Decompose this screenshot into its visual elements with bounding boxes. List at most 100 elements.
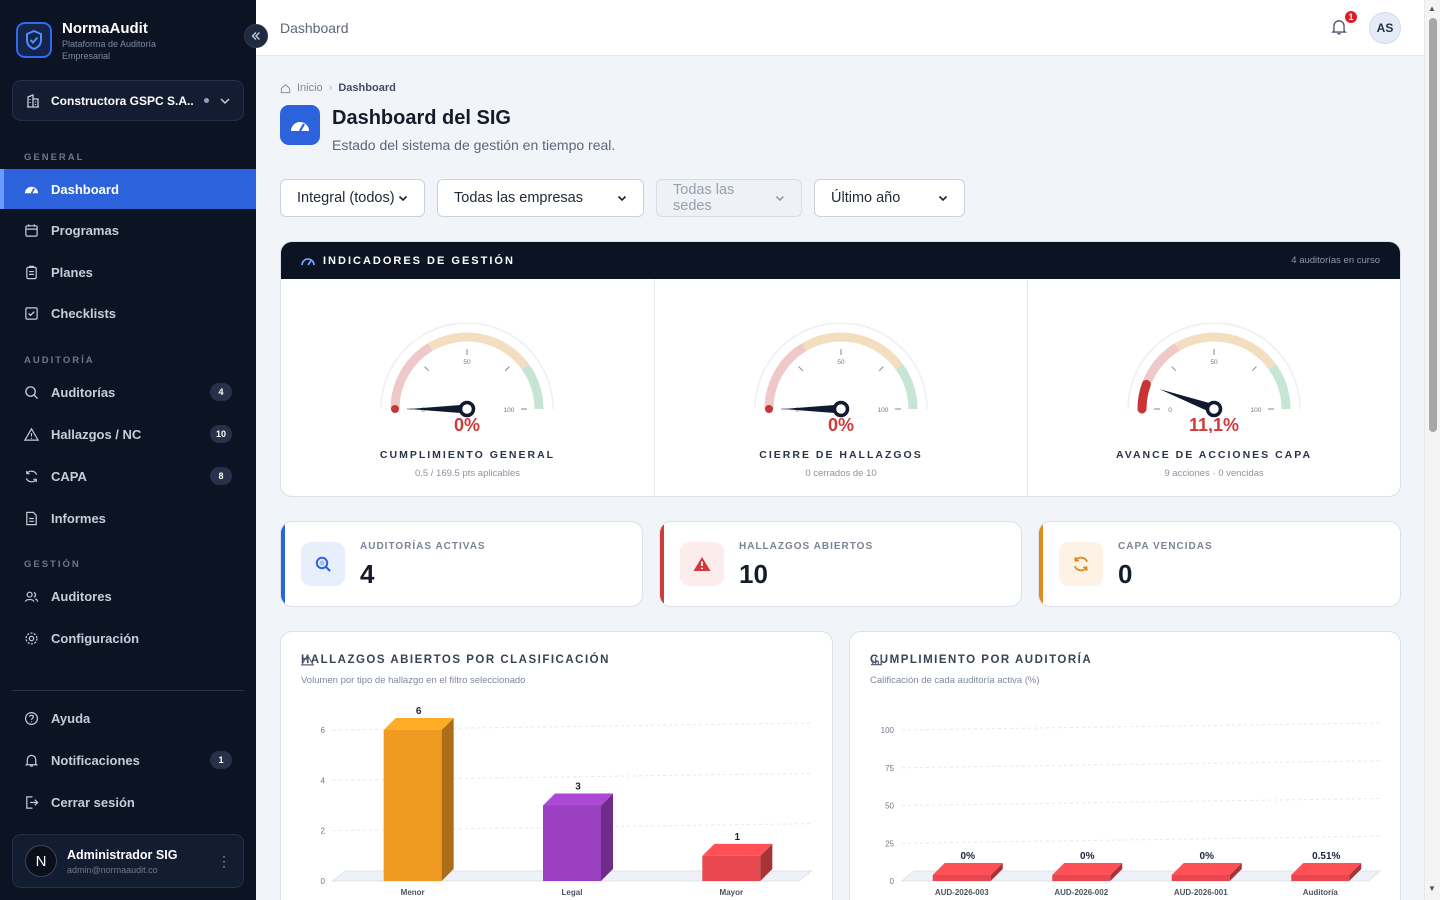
status-dot [204,98,209,103]
data-label: 6 [416,706,422,717]
y-tick-label: 25 [885,839,894,848]
checkbox-icon [25,306,38,320]
gauge-tick-label: 0 [1168,407,1172,414]
gauge-tick-label: 100 [1251,407,1262,414]
gauge-outer-rim [380,323,554,410]
collapse-sidebar-button[interactable] [244,24,268,48]
sidebar-item-hallazgos[interactable]: Hallazgos / NC 10 [0,414,256,454]
gauge-zone-mid [802,332,903,370]
sidebar-item-label: Programas [51,222,119,238]
sidebar-item-label: Hallazgos / NC [51,426,142,442]
y-tick-label: 4 [321,776,326,785]
gauge-tick [1171,366,1177,372]
bar [1052,863,1123,881]
sidebar-item-checklists[interactable]: Checklists [0,293,256,333]
bell-icon [24,754,39,767]
sidebar-item-dashboard[interactable]: Dashboard [0,169,256,209]
sidebar-item-notificaciones[interactable]: Notificaciones 1 [0,740,256,780]
filter-company-select[interactable]: Todas las empresas [437,179,644,217]
bar [1291,863,1362,881]
gauge-zone-low [764,343,807,410]
sidebar-item-programas[interactable]: Programas [0,210,256,250]
filter-period-select[interactable]: Último año [814,179,965,217]
breadcrumb-home[interactable]: Inicio [297,82,323,94]
x-tick-label: Legal [562,888,583,897]
bar [702,843,773,881]
sidebar-item-auditores[interactable]: Auditores [0,576,256,616]
bar-side [760,843,773,881]
select-value: Todas las empresas [454,190,583,206]
kpi-value: 0 [1118,559,1133,589]
home-icon [280,83,291,93]
sidebar-item-cerrar-sesion[interactable]: Cerrar sesión [0,782,256,822]
hallazgos-bar-chart: 0 2 4 6 6 Menor 3 Legal 1 Mayor [321,706,813,897]
bar-front [702,855,761,881]
sidebar-item-capa[interactable]: CAPA 8 [0,456,256,496]
gauge-label: CIERRE DE HALLAZGOS [759,449,923,461]
kpi-hallazgos-abiertos[interactable]: HALLAZGOS ABIERTOS 10 [659,521,1022,607]
y-tick-label: 100 [881,726,895,735]
brand[interactable]: NormaAudit Plataforma de Auditoría Empre… [16,21,182,62]
refresh-icon [25,470,38,482]
gauge-zone-mid [428,332,529,370]
kpi-accent-bar [1039,522,1043,606]
data-label: 0.51% [1312,851,1340,862]
user-card[interactable]: N Administrador SIG admin@normaaudit.co … [12,834,244,888]
bar-side [601,793,613,881]
company-selector[interactable]: Constructora GSPC S.A... [12,80,244,121]
gauge-value: 11,1% [1189,415,1239,433]
sidebar-item-auditorias[interactable]: Auditorías 4 [0,372,256,412]
chart-subtitle: Volumen por tipo de hallazgo en el filtr… [301,675,526,686]
bar-front [383,730,442,881]
y-tick-label: 2 [321,827,326,836]
chart-subtitle: Calificación de cada auditoría activa (%… [870,675,1040,686]
kpi-label: HALLAZGOS ABIERTOS [739,541,874,552]
sidebar-item-planes[interactable]: Planes [0,252,256,292]
filter-site-select[interactable]: Todas las sedes [656,179,802,217]
notifications-bell-icon[interactable] [1330,18,1348,36]
gauge-cumplimiento: 0 50 100 0% CUMPLIMIENTO GENERAL 0.5 / 169.… [281,279,654,496]
gauge-start-dot [1138,405,1146,413]
sidebar-divider [12,690,244,691]
gauge-hub [458,400,476,418]
section-gestion: GESTIÓN [24,559,81,570]
chevron-down-icon [776,195,785,202]
gauge-value: 0% [454,415,480,433]
gauge-tick [504,366,510,372]
scroll-down-arrow-icon[interactable]: ▼ [1428,884,1436,893]
gauge-outer-rim [1127,323,1301,410]
scroll-up-arrow-icon[interactable]: ▲ [1428,4,1436,13]
kpi-value: 10 [739,559,768,589]
user-avatar[interactable]: AS [1369,12,1401,44]
kpi-capa-vencidas[interactable]: CAPA VENCIDAS 0 [1038,521,1401,607]
gauge-dial: 0 50 100 11,1% [1127,323,1301,433]
gauge-tick-label: 50 [1210,359,1218,366]
sidebar-item-label: Informes [51,510,106,526]
topbar-title: Dashboard [280,20,349,36]
calendar-icon [25,223,38,237]
gauge-dial: 0 50 100 0% [380,323,554,433]
indicators-header: INDICADORES DE GESTIÓN 4 auditorías en c… [281,242,1400,279]
scrollbar-thumb[interactable] [1429,18,1437,432]
bar-top [932,863,1003,875]
sidebar-item-ayuda[interactable]: Ayuda [0,698,256,738]
more-options-icon[interactable]: ⋮ [217,852,231,869]
kpi-auditorias-activas[interactable]: AUDITORÍAS ACTIVAS 4 [280,521,643,607]
sidebar-item-configuracion[interactable]: Configuración [0,618,256,658]
bar-top [1052,863,1123,875]
section-general: GENERAL [24,152,85,163]
grid-line [901,835,1381,844]
sidebar-item-informes[interactable]: Informes [0,498,256,538]
warning-icon [24,427,39,441]
gauge-needle [1159,389,1216,414]
data-label: 1 [735,832,741,843]
topbar: Dashboard 1 AS [256,0,1424,56]
gauge-dial: 0 50 100 0% [754,323,928,433]
notification-badge: 1 [1343,9,1359,25]
refresh-icon [1059,542,1103,586]
sidebar-item-label: Notificaciones [51,752,140,768]
gauge-hub [832,400,850,418]
filter-scope-select[interactable]: Integral (todos) [280,179,425,217]
select-value: Todas las sedes [673,182,735,214]
scrollbar[interactable]: ▲ ▼ [1424,0,1440,900]
